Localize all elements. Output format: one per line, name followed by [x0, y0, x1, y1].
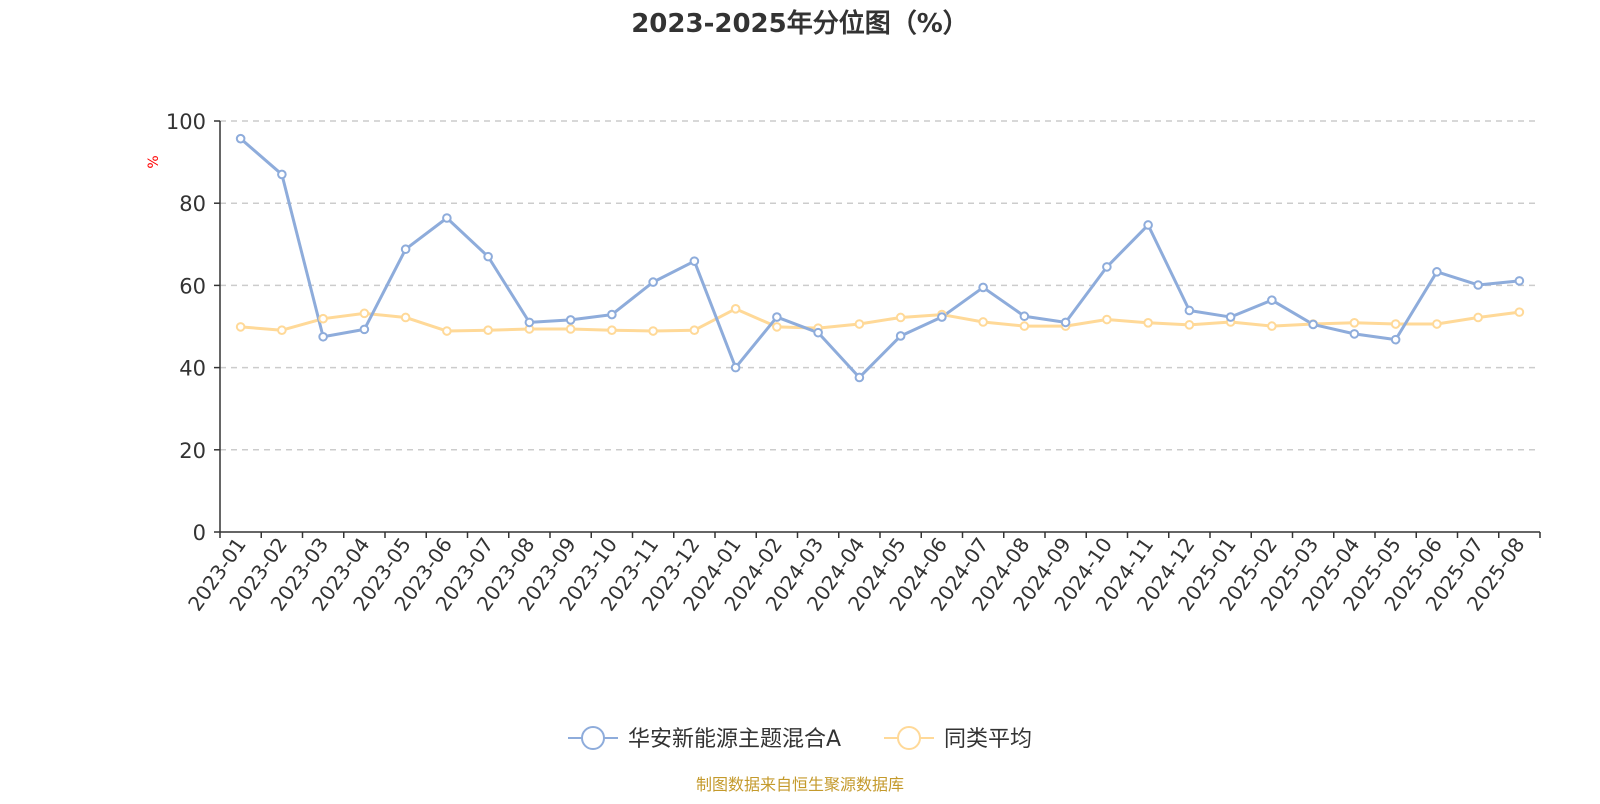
data-point [813, 327, 823, 338]
data-point [1390, 319, 1401, 329]
data-point [483, 251, 493, 262]
data-point [1267, 295, 1277, 305]
y-tick-label: 60 [179, 274, 206, 298]
data-point [895, 331, 906, 341]
data-point [277, 169, 287, 180]
source-note: 制图数据来自恒生聚源数据库 [696, 775, 904, 794]
axes: 0204060801002023-012023-022023-032023-04… [166, 110, 1541, 615]
data-point [1390, 334, 1401, 345]
data-point [1432, 267, 1442, 277]
y-tick-label: 20 [179, 439, 206, 463]
data-point [442, 213, 452, 223]
data-point [524, 317, 535, 328]
data-point [1349, 318, 1360, 328]
legend-item: 同类平均 [884, 726, 1032, 752]
chart-title: 2023-2025年分位图（%） [631, 8, 969, 39]
data-point [978, 317, 988, 327]
data-point [565, 315, 576, 325]
legend: 华安新能源主题混合A 同类平均 [568, 726, 1032, 752]
data-point [607, 309, 617, 320]
data-point [1019, 321, 1030, 331]
series-line [240, 307, 1520, 333]
data-point [607, 325, 617, 335]
legend-label: 同类平均 [944, 727, 1032, 752]
data-point [1473, 312, 1483, 323]
data-point [1184, 305, 1195, 316]
data-point [1308, 319, 1318, 330]
data-point [565, 324, 576, 334]
legend-marker [581, 726, 605, 750]
series-layer [235, 133, 1525, 383]
data-point [483, 325, 493, 335]
data-point [277, 325, 287, 335]
data-point [1349, 329, 1360, 339]
data-point [854, 319, 865, 329]
legend-item: 华安新能源主题混合A [568, 726, 841, 752]
data-point [772, 312, 782, 322]
data-point [978, 282, 988, 293]
data-point [689, 256, 700, 266]
data-point [1019, 311, 1030, 322]
data-point [689, 325, 700, 335]
data-point [1102, 262, 1112, 272]
data-point [1060, 317, 1071, 328]
data-point [1514, 276, 1525, 286]
data-point [730, 304, 741, 314]
data-point [1473, 280, 1483, 290]
data-point [400, 244, 411, 255]
y-tick-label: 80 [179, 192, 206, 216]
data-point [1514, 307, 1525, 317]
data-point [235, 133, 246, 144]
data-point [895, 312, 906, 323]
data-point [442, 326, 452, 336]
data-point [1143, 220, 1153, 230]
y-tick-label: 100 [166, 110, 206, 134]
data-point [1432, 319, 1442, 329]
data-point [1143, 318, 1153, 328]
data-point [318, 313, 328, 324]
data-point [1102, 314, 1112, 325]
data-point [235, 322, 246, 332]
series-line [239, 137, 1520, 379]
y-tick-label: 40 [179, 357, 206, 381]
data-point [359, 308, 370, 319]
data-point [359, 324, 370, 335]
data-point [648, 326, 658, 336]
y-tick-label: 0 [193, 521, 206, 545]
data-point [1267, 321, 1277, 331]
data-point [1184, 320, 1195, 330]
legend-marker [897, 726, 921, 750]
data-point [1225, 312, 1236, 322]
data-point [854, 372, 865, 383]
grid-lines [220, 120, 1540, 451]
y-axis-label: % [146, 155, 162, 168]
data-point [730, 362, 741, 373]
data-point [937, 312, 947, 322]
data-point [648, 277, 658, 287]
data-point [772, 322, 782, 332]
data-point [400, 312, 411, 323]
legend-label: 华安新能源主题混合A [628, 727, 841, 752]
data-point [318, 331, 328, 342]
